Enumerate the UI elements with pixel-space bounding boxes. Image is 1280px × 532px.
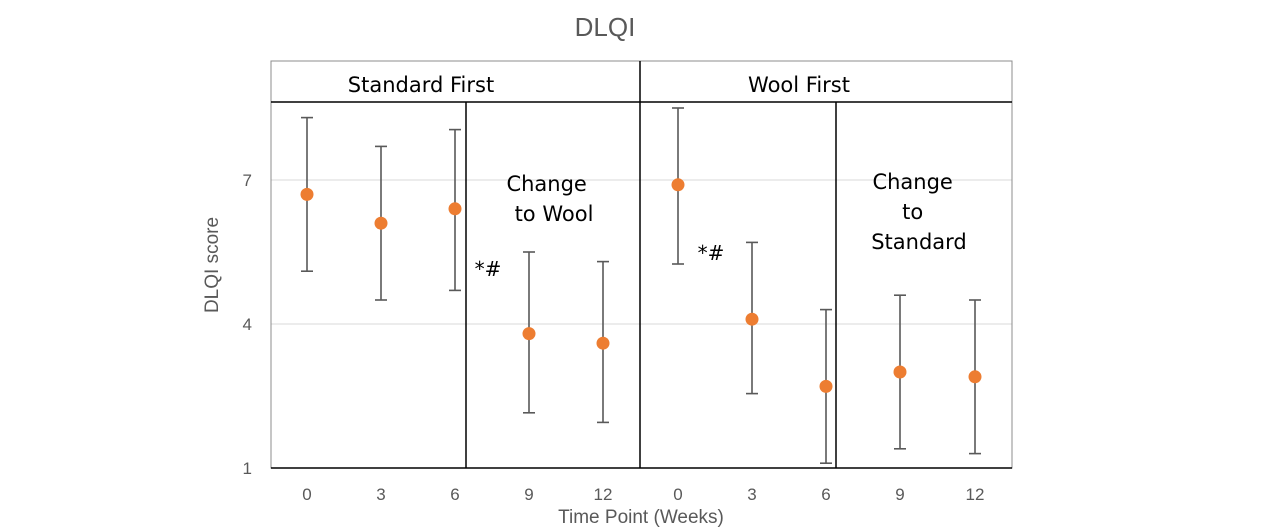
significance-marker-standard-first: *# [475,257,502,281]
phase-annotation-line: Standard [871,230,967,254]
phase-annotation-line: Change [872,170,952,194]
y-tick-label: 4 [243,315,252,334]
data-point [745,312,759,326]
panel-dividers [271,61,1012,469]
y-tick-label: 7 [243,171,252,190]
panel-label-wool-first: Wool First [748,73,850,97]
phase-annotation-line: to Wool [515,202,594,226]
data-point [448,202,462,216]
data-point [893,365,907,379]
data-point [968,370,982,384]
phase-annotation-change-to-wool: Change to Wool [506,172,593,226]
x-tick-label: 6 [450,485,459,504]
y-tick-label: 1 [243,459,252,478]
phase-annotation-change-to-standard: Change to Standard [871,170,967,254]
x-tick-label: 0 [302,485,311,504]
x-tick-label: 12 [966,485,985,504]
x-tick-label: 3 [376,485,385,504]
chart-title: DLQI [575,12,636,42]
data-point [671,178,685,192]
phase-annotation-line: to [902,200,923,224]
data-point [596,336,610,350]
data-point [300,187,314,201]
gridlines [271,179,1012,325]
x-tick-label: 9 [524,485,533,504]
phase-annotation-line: Change [506,172,586,196]
x-tick-labels: 0 3 6 9 12 0 3 6 9 12 [302,485,984,504]
plot-frame [270,60,1013,469]
error-bars [301,107,981,465]
data-point [374,216,388,230]
x-tick-label: 3 [747,485,756,504]
x-tick-label: 6 [821,485,830,504]
x-tick-label: 9 [895,485,904,504]
y-axis-label: DLQI score [202,217,223,313]
data-point [522,327,536,341]
significance-marker-wool-first: *# [698,241,725,265]
data-point [819,379,833,393]
panel-label-standard-first: Standard First [348,73,494,97]
y-tick-labels: 1 4 7 [243,171,252,478]
x-axis-label: Time Point (Weeks) [558,507,724,528]
x-tick-label: 12 [594,485,613,504]
data-points [300,178,982,393]
x-tick-label: 0 [673,485,682,504]
